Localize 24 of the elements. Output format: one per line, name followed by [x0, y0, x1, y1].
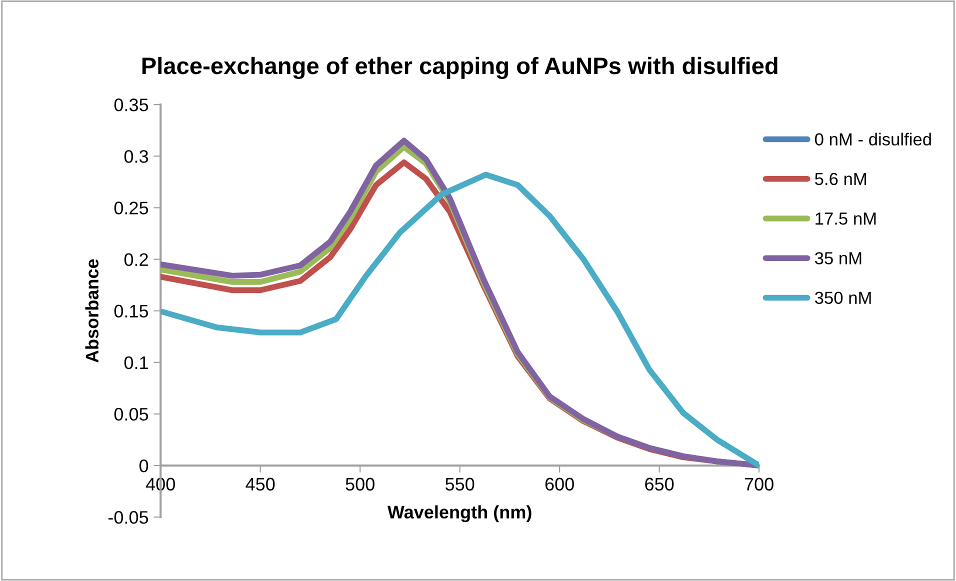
x-tick-label: 550: [445, 478, 474, 491]
x-tick-label: 500: [346, 478, 374, 491]
y-tick-label: 0.1: [124, 356, 148, 370]
legend-label: 17.5 nM: [816, 212, 876, 225]
y-tick-label: 0.25: [114, 202, 148, 214]
x-axis-title: Wavelength (nm): [387, 505, 532, 522]
y-tick-label: -0.05: [108, 511, 148, 524]
x-tick-label: 600: [545, 478, 574, 491]
y-tick-label: 0.05: [114, 408, 148, 421]
x-tick-label: 650: [645, 478, 674, 491]
y-tick-label: 0.3: [124, 150, 148, 163]
x-tick-label: 400: [146, 478, 175, 491]
x-tick-label: 450: [246, 478, 275, 491]
y-tick-label: 0.2: [124, 253, 148, 266]
x-tick-label: 700: [744, 478, 774, 491]
chart-title: Place-exchange of ether capping of AuNPs with disulfied: [142, 56, 778, 80]
y-axis-title: Absorbance: [85, 259, 99, 363]
legend-label: 350 nM: [814, 292, 871, 304]
legend-label: 0 nM - disulfied: [815, 132, 931, 146]
y-tick-label: 0.35: [114, 98, 148, 112]
legend-label: 5.6 nM: [815, 172, 866, 186]
legend-label: 35 nM: [814, 252, 862, 264]
y-tick-label: 0: [139, 459, 148, 472]
y-tick-label: 0.15: [114, 304, 148, 318]
